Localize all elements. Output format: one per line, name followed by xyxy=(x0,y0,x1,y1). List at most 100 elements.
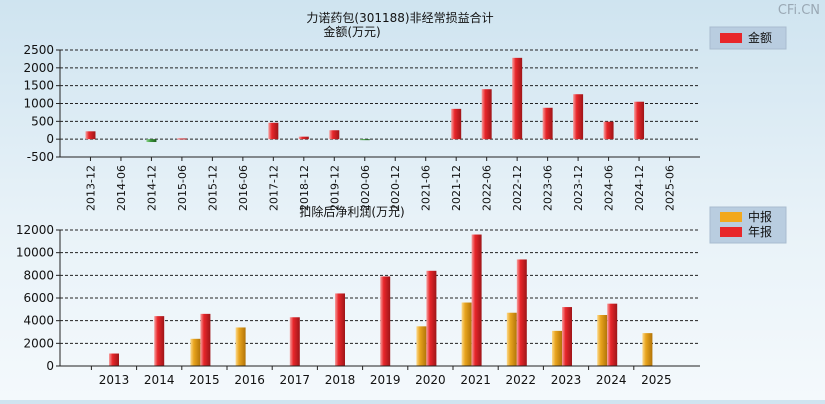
chart-2-bar-annual xyxy=(380,276,391,366)
chart-1-x-tick-label: 2021-12 xyxy=(450,165,463,211)
chart-2-title: 扣除后净利润(万元) xyxy=(299,204,404,219)
chart-1-bar xyxy=(512,57,523,140)
chart-1-subtitle: 金额(万元) xyxy=(323,24,380,39)
chart-1-y-tick-labels: 2500 2000 1500 1000 500 0 -500 xyxy=(23,43,54,164)
chart-2-legend-label-interim: 中报 xyxy=(748,209,772,224)
chart-2-bar-annual xyxy=(289,317,300,366)
chart-2-x-tick-label: 2016 xyxy=(234,373,265,387)
chart-2-y-tick-label: 2000 xyxy=(23,336,54,350)
chart-2-x-tick-label: 2013 xyxy=(99,373,130,387)
chart-2-bar-annual xyxy=(426,270,437,366)
chart-1-x-tick-label: 2020-12 xyxy=(389,165,402,211)
chart-2-grid xyxy=(60,229,700,344)
chart-2: 扣除后净利润(万元) 12000 10000 8000 6000 4000 2000 0 2… xyxy=(16,204,787,387)
chart-2-bar-annual xyxy=(471,234,482,366)
chart-2-axes xyxy=(56,229,700,370)
chart-2-x-tick-label: 2019 xyxy=(370,373,401,387)
chart-1-y-tick-label: 1000 xyxy=(23,97,54,111)
chart-1-x-tick-label: 2021-06 xyxy=(420,165,433,211)
chart-1-x-tick-label: 2024-06 xyxy=(603,165,616,211)
chart-1-bar xyxy=(85,131,96,140)
chart-1-bar xyxy=(268,122,279,140)
chart-2-bars xyxy=(109,234,653,366)
chart-2-bar-interim xyxy=(416,326,427,366)
chart-1-bar xyxy=(573,94,584,140)
chart-2-y-tick-label: 10000 xyxy=(16,246,54,260)
chart-2-x-tick-label: 2022 xyxy=(506,373,537,387)
chart-1-x-tick-label: 2019-12 xyxy=(328,165,341,211)
chart-2-legend: 中报 年报 xyxy=(709,206,787,244)
chart-1-bar xyxy=(146,139,157,143)
chart-1-x-tick-label: 2015-12 xyxy=(206,165,219,211)
chart-1-y-tick-label: -500 xyxy=(27,150,54,164)
chart-1-x-tick-label: 2017-12 xyxy=(267,165,280,211)
chart-2-bar-interim xyxy=(642,333,653,366)
chart-1-x-tick-label: 2020-06 xyxy=(359,165,372,211)
chart-1-bar xyxy=(634,101,645,140)
chart-1-y-tick-label: 0 xyxy=(46,132,54,146)
chart-2-bar-annual xyxy=(154,316,165,366)
chart-2-x-tick-label: 2024 xyxy=(596,373,627,387)
chart-1-x-tick-label: 2024-12 xyxy=(633,165,646,211)
chart-1-y-tick-label: 1500 xyxy=(23,79,54,93)
chart-1-x-tick-label: 2022-06 xyxy=(481,165,494,211)
chart-2-y-tick-label: 6000 xyxy=(23,291,54,305)
chart-1-bar xyxy=(542,107,553,140)
chart-2-bar-annual xyxy=(200,313,211,366)
chart-2-bar-interim xyxy=(506,312,517,366)
chart-1-x-tick-label: 2014-12 xyxy=(145,165,158,211)
chart-2-y-tick-labels: 12000 10000 8000 6000 4000 2000 0 xyxy=(16,223,54,373)
chart-1-x-tick-label: 2018-12 xyxy=(298,165,311,211)
chart-2-x-tick-label: 2023 xyxy=(551,373,582,387)
chart-1-y-tick-label: 2500 xyxy=(23,43,54,57)
chart-1-bar xyxy=(481,89,492,140)
chart-2-bar-interim xyxy=(461,302,472,366)
chart-1-legend: 金额 xyxy=(709,26,787,50)
chart-2-bar-interim xyxy=(552,330,562,366)
chart-1-x-tick-label: 2022-12 xyxy=(511,165,524,211)
chart-1-x-tick-label: 2016-06 xyxy=(237,165,250,211)
chart-1-x-tick-labels: 2013-12 2014-06 2014-12 2015-06 2015-12 2016-… xyxy=(84,165,676,211)
chart-2-bar-annual xyxy=(516,259,527,366)
chart-2-x-tick-label: 2018 xyxy=(325,373,356,387)
chart-2-y-tick-label: 12000 xyxy=(16,223,54,237)
chart-2-y-tick-label: 8000 xyxy=(23,268,54,282)
chart-1-y-tick-label: 2000 xyxy=(23,61,54,75)
chart-1-title: 力诺药包(301188)非经常损益合计 xyxy=(306,10,493,25)
chart-2-bar-interim xyxy=(597,315,608,366)
chart-2-x-tick-label: 2015 xyxy=(189,373,220,387)
chart-1-x-tick-label: 2023-06 xyxy=(542,165,555,211)
chart-2-legend-label-annual: 年报 xyxy=(748,224,772,239)
chart-2-bar-annual xyxy=(109,353,119,366)
chart-2-x-tick-label: 2021 xyxy=(460,373,491,387)
chart-2-x-tick-label: 2020 xyxy=(415,373,446,387)
chart-1-legend-label: 金额 xyxy=(748,30,772,45)
chart-2-bar-annual xyxy=(335,293,345,366)
chart-2-bar-interim xyxy=(235,327,246,366)
chart-1-bar xyxy=(176,138,187,140)
chart-1-axes xyxy=(56,49,700,161)
chart-2-legend-swatch-interim xyxy=(720,212,742,222)
chart-2-legend-swatch-annual xyxy=(720,227,742,237)
chart-1-bar xyxy=(298,136,309,140)
chart-1-bar xyxy=(603,121,614,140)
chart-2-y-tick-label: 4000 xyxy=(23,314,54,328)
chart-1-x-tick-label: 2013-12 xyxy=(84,165,97,211)
chart-2-bar-interim xyxy=(190,338,201,366)
chart-1-bars xyxy=(85,57,645,143)
chart-1-bar xyxy=(359,139,370,141)
chart-2-y-tick-label: 0 xyxy=(46,359,54,373)
chart-1-legend-box xyxy=(709,26,787,50)
chart-1-x-tick-label: 2023-12 xyxy=(572,165,585,211)
chart-2-bar-annual xyxy=(562,307,572,366)
chart-1-bar xyxy=(451,108,462,140)
chart-1-bar xyxy=(329,130,340,140)
chart-2-x-tick-labels: 2013 2014 2015 2016 2017 2018 2019 2020 2021 2022… xyxy=(99,373,672,387)
chart-1-x-tick-label: 2025-06 xyxy=(664,165,677,211)
chart-2-x-tick-label: 2014 xyxy=(144,373,175,387)
chart-1-x-tick-label: 2015-06 xyxy=(176,165,189,211)
chart-2-x-tick-label: 2025 xyxy=(641,373,672,387)
chart-2-bar-annual xyxy=(607,303,618,366)
